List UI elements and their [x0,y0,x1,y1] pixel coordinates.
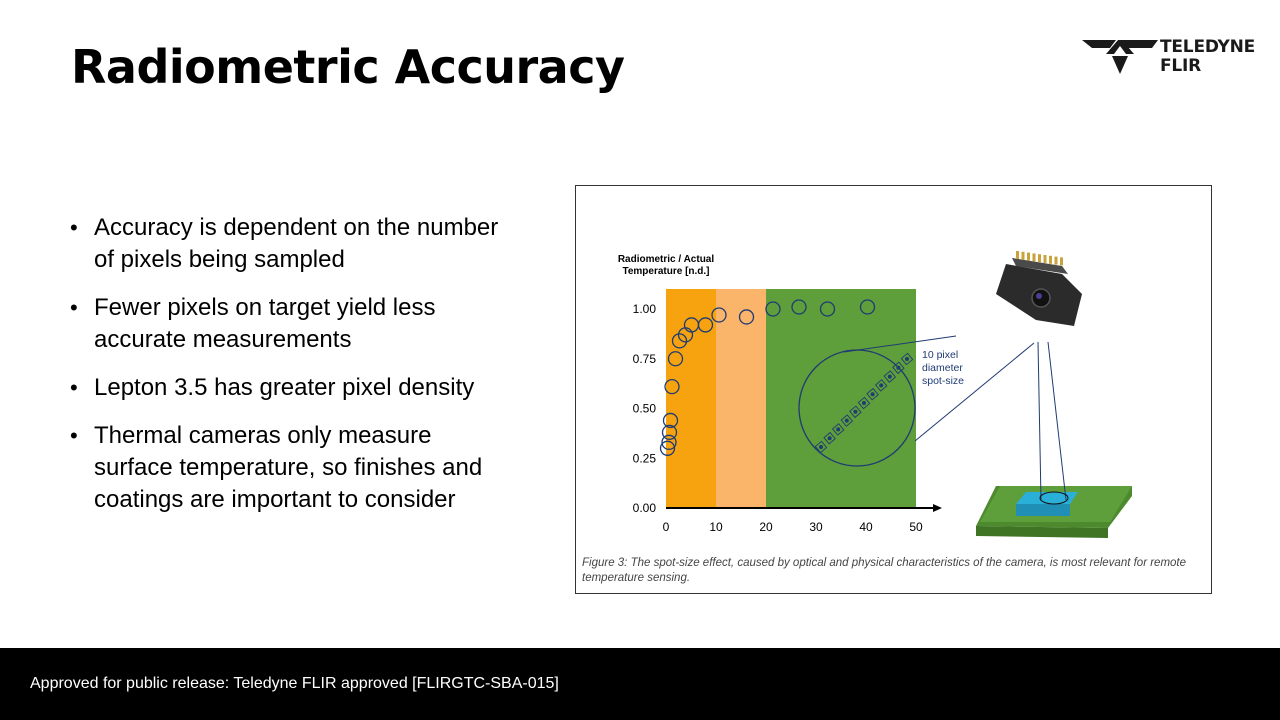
bullet-item: Thermal cameras only measure surface tem… [70,420,510,516]
data-point [697,317,714,333]
camera-lens-highlight [1036,293,1042,299]
callout-line [843,335,957,353]
y-axis-label: Temperature [n.d.] [622,266,709,277]
camera-pin [1060,257,1063,266]
footer-text: Approved for public release: Teledyne FL… [30,675,559,692]
logo-line1: TELEDYNE [1160,37,1256,57]
pixel-square [849,405,862,419]
figure-panel: Radiometric / Actual Temperature [n.d.] 0.… [575,185,1212,594]
lepton-camera-module [996,251,1082,326]
spot-size-callout-label: 10 pixel [922,349,958,361]
data-point [667,351,684,367]
target-spot-front [1016,504,1070,516]
bullet-item: Lepton 3.5 has greater pixel density [70,372,510,404]
camera-pin [1016,251,1019,259]
camera-pin [1032,253,1036,262]
pixel-dot [887,374,892,379]
y-axis-label: Radiometric / Actual [618,254,715,265]
footer-bar: Approved for public release: Teledyne FL… [0,648,1280,720]
pixel-dot [870,392,875,397]
data-point [791,299,807,315]
camera-pin [1049,255,1052,264]
beam-footprint [1039,491,1069,505]
pixel-dot [896,365,901,370]
x-tick-label: 50 [909,520,923,534]
y-tick-label: 0.75 [633,352,657,366]
pixel-square [883,370,897,383]
pixel-dot [862,401,866,405]
pixel-square [840,414,854,427]
pixel-square [831,423,845,436]
x-tick-label: 30 [809,520,823,534]
pixel-square [814,440,828,454]
x-tick-label: 40 [859,520,873,534]
data-point [765,301,781,317]
pixel-square [874,379,888,392]
data-point [661,424,678,441]
y-tick-label: 0.25 [633,451,657,465]
chart-zone [716,289,766,508]
data-point [662,412,679,429]
y-tick-label: 0.50 [633,402,657,416]
camera-top [1012,258,1068,274]
beam-line [1047,341,1067,501]
data-point [671,333,688,349]
pixel-dot [853,409,858,414]
pixel-dot [836,427,841,432]
data-point [664,378,680,395]
pixel-dot [827,436,832,441]
logo-text: TELEDYNE FLIR [1160,38,1255,76]
camera-pin [1043,255,1047,263]
pixel-square [900,352,914,366]
pixel-square [866,387,879,401]
pixel-dot [844,418,849,423]
x-tick-label: 10 [709,520,723,534]
camera-pin [1038,254,1041,263]
data-point [659,440,676,456]
teledyne-logo-mark-icon [1082,40,1158,74]
target-spot-side [1016,492,1078,504]
data-point [738,309,755,325]
board-front [976,526,1108,538]
data-point [819,301,836,317]
beam-line [1037,341,1042,501]
bullet-item: Accuracy is dependent on the number of p… [70,212,510,276]
slide-title: Radiometric Accuracy [71,40,625,94]
bullet-item: Fewer pixels on target yield less accura… [70,292,510,356]
camera-pin [1027,252,1030,261]
pixel-dot [879,383,884,388]
chart-zone [666,289,716,508]
pixel-square [857,396,871,410]
figure-caption: Figure 3: The spot-size effect, caused b… [582,557,1187,584]
x-tick-label: 0 [663,520,670,534]
pixel-dot [819,445,823,449]
data-point [711,307,727,323]
pixel-square [892,361,905,375]
pixel-dot [905,357,909,361]
logo-line2: FLIR [1160,56,1202,76]
data-point [661,434,677,450]
spot-size-callout-label: spot-size [922,375,964,387]
y-tick-label: 0.00 [633,501,657,515]
data-point [859,299,876,315]
y-tick-label: 1.00 [633,302,657,316]
camera-pin [1054,256,1058,265]
camera-pin [1021,251,1025,260]
x-axis-arrow [933,504,942,512]
teledyne-flir-logo: TELEDYNE FLIR [1082,38,1255,78]
spot-size-callout-label: diameter [922,362,963,374]
pixel-square [823,431,836,445]
x-tick-label: 20 [759,520,773,534]
bullet-list: Accuracy is dependent on the number of p… [70,212,510,532]
callout-line [914,342,1035,442]
